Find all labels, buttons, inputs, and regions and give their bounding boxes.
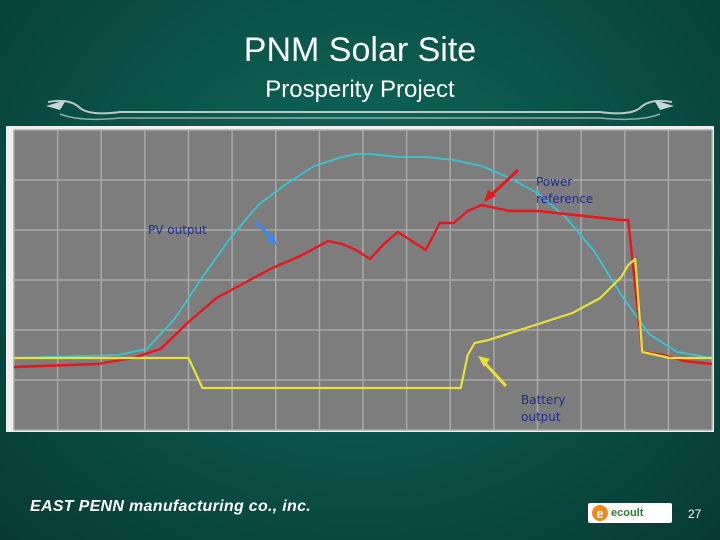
grid-lines [13, 129, 713, 431]
ecoult-logo-text: ecoult [611, 507, 644, 519]
battery-output-line [14, 257, 712, 390]
battery-arrow [480, 358, 508, 388]
pv-arrow-head [266, 234, 277, 245]
title-flourish-divider [46, 99, 674, 121]
slide-title: PNM Solar Site [243, 31, 477, 69]
chart-container: PV output Power reference Battery output [6, 126, 714, 432]
ecoult-e-icon: e [592, 505, 608, 521]
east-penn-logo: EAST PENN manufacturing co., inc. [30, 498, 312, 515]
power-arrow [486, 168, 520, 200]
series-layer [13, 153, 713, 390]
power-reference-line [13, 203, 713, 369]
annotation-power-reference: Power reference [536, 175, 593, 206]
oscilloscope-chart: PV output Power reference Battery output [6, 126, 714, 432]
power-arrow-head [484, 190, 496, 202]
page-number: 27 [688, 507, 702, 521]
pv-output-line [13, 153, 713, 359]
battery-arrow-head [478, 356, 490, 367]
ecoult-logo: e ecoult [588, 503, 672, 523]
annotation-pv-output: PV output [148, 223, 207, 237]
slide-subtitle: Prosperity Project [265, 76, 455, 103]
annotation-battery-output: Battery output [521, 393, 569, 424]
